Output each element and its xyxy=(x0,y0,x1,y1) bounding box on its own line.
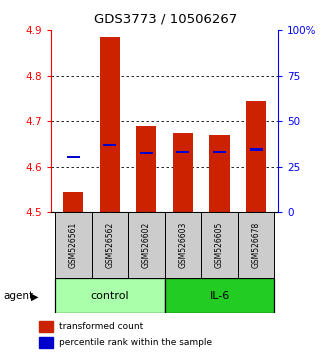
Text: GSM526602: GSM526602 xyxy=(142,222,151,268)
Bar xyxy=(136,126,157,212)
Bar xyxy=(165,212,201,278)
Bar xyxy=(55,278,165,313)
Bar xyxy=(39,337,54,348)
Bar xyxy=(246,101,266,212)
Text: agent: agent xyxy=(3,291,33,301)
Bar xyxy=(92,212,128,278)
Text: GSM526562: GSM526562 xyxy=(105,222,114,268)
Text: control: control xyxy=(90,291,129,301)
Text: ▶: ▶ xyxy=(31,291,38,301)
Text: GSM526605: GSM526605 xyxy=(215,222,224,268)
Text: percentile rank within the sample: percentile rank within the sample xyxy=(59,338,213,347)
Text: GSM526678: GSM526678 xyxy=(252,222,260,268)
Bar xyxy=(250,148,262,151)
Bar xyxy=(128,212,165,278)
Text: GSM526603: GSM526603 xyxy=(178,222,187,268)
Text: IL-6: IL-6 xyxy=(210,291,230,301)
Bar xyxy=(210,135,230,212)
Bar xyxy=(238,212,274,278)
Bar xyxy=(201,212,238,278)
Bar xyxy=(63,192,83,212)
Bar xyxy=(100,37,120,212)
Bar xyxy=(39,321,54,332)
Text: GDS3773 / 10506267: GDS3773 / 10506267 xyxy=(94,12,237,25)
Bar xyxy=(140,152,153,154)
Text: transformed count: transformed count xyxy=(59,322,144,331)
Bar xyxy=(103,144,117,146)
Bar xyxy=(67,156,80,158)
Bar xyxy=(55,212,92,278)
Bar xyxy=(176,151,189,153)
Bar xyxy=(173,133,193,212)
Bar xyxy=(213,151,226,153)
Text: GSM526561: GSM526561 xyxy=(69,222,78,268)
Bar xyxy=(165,278,274,313)
